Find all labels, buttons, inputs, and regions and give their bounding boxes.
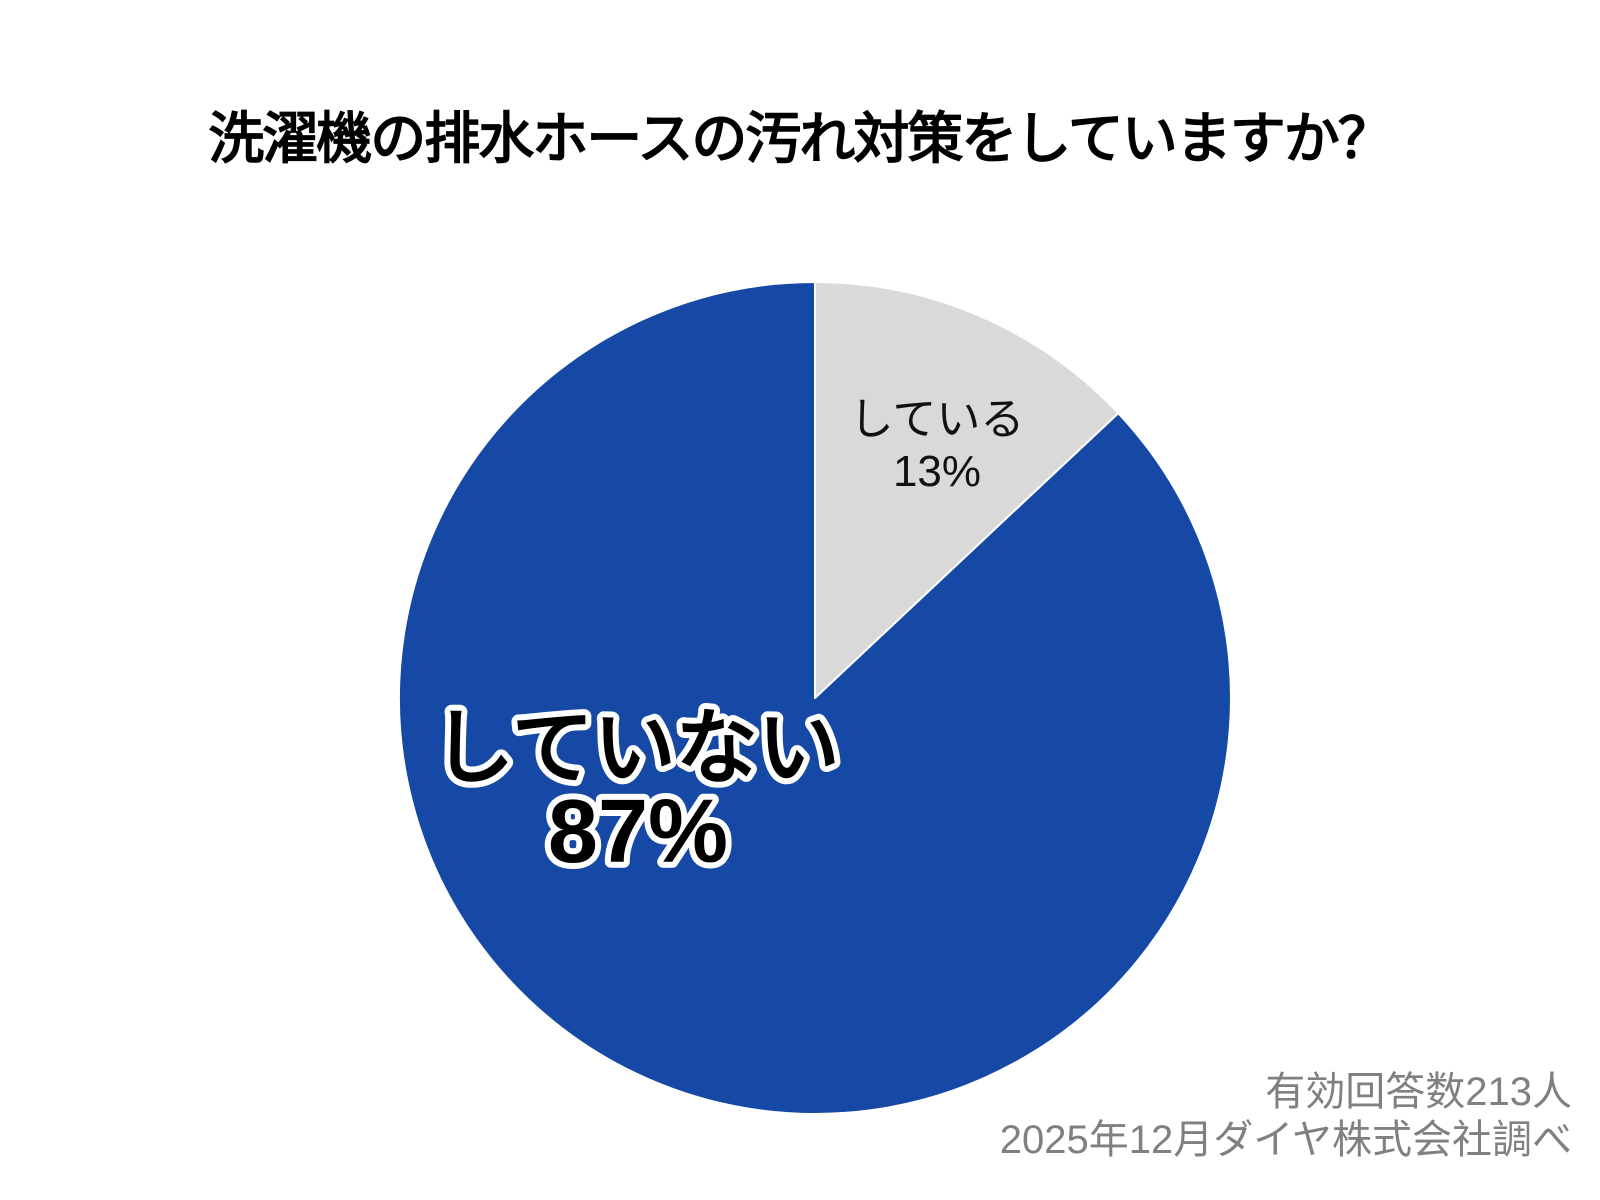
footnote-source: 2025年12月ダイヤ株式会社調べ <box>999 1118 1572 1162</box>
source-footnote: 有効回答数213人 2025年12月ダイヤ株式会社調べ <box>1000 1068 1572 1164</box>
chart-title: 洗濯機の排水ホースの汚れ対策をしていますか？ <box>208 107 1394 170</box>
slice-doing-value: 13% <box>893 447 981 496</box>
slice-not-doing-value: 87% <box>548 782 728 882</box>
pie-slice-87% <box>398 281 1232 1115</box>
slice-not-doing-label: していない <box>432 703 840 794</box>
pie-slice-13% <box>814 281 1120 699</box>
slice-doing-label: している <box>850 395 1025 444</box>
footnote-respondents: 有効回答数213人 <box>1265 1070 1572 1114</box>
pie-slices <box>398 281 1232 1115</box>
